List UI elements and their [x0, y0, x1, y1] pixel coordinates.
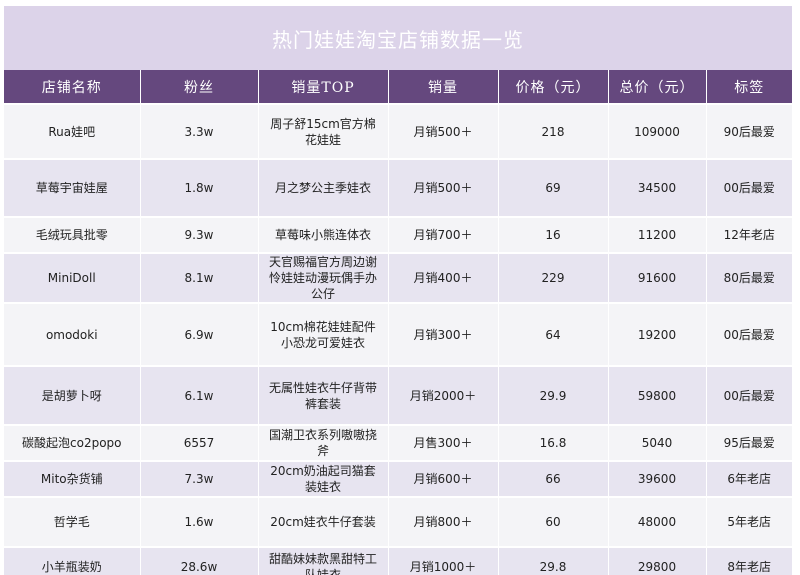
- shop-data-table: 店铺名称 粉丝 销量TOP 销量 价格（元） 总价（元） 标签 Rua娃吧 3.…: [4, 70, 792, 575]
- cell-shop[interactable]: 哲学毛: [4, 496, 141, 547]
- column-header-top-product[interactable]: 销量TOP: [258, 70, 389, 104]
- cell-shop[interactable]: 小羊瓶装奶: [4, 546, 141, 575]
- cell-tag[interactable]: 95后最爱: [706, 424, 792, 461]
- cell-total[interactable]: 91600: [608, 252, 707, 303]
- cell-price[interactable]: 60: [498, 496, 609, 547]
- cell-price[interactable]: 29.8: [498, 546, 609, 575]
- cell-top-product[interactable]: 20cm奶油起司猫套装娃衣: [258, 460, 389, 497]
- cell-sales[interactable]: 月销1000＋: [388, 546, 499, 575]
- column-header-price[interactable]: 价格（元）: [498, 70, 609, 104]
- cell-price[interactable]: 69: [498, 158, 609, 217]
- cell-fans[interactable]: 7.3w: [140, 460, 259, 497]
- cell-total[interactable]: 11200: [608, 216, 707, 253]
- cell-top-product[interactable]: 20cm娃衣牛仔套装: [258, 496, 389, 547]
- table-header-row: 店铺名称 粉丝 销量TOP 销量 价格（元） 总价（元） 标签: [4, 70, 792, 104]
- cell-tag[interactable]: 00后最爱: [706, 158, 792, 217]
- table-row: Mito杂货铺 7.3w 20cm奶油起司猫套装娃衣 月销600＋ 66 396…: [4, 460, 792, 497]
- cell-sales[interactable]: 月销500＋: [388, 103, 499, 159]
- column-header-tag[interactable]: 标签: [706, 70, 792, 104]
- cell-fans[interactable]: 8.1w: [140, 252, 259, 303]
- cell-fans[interactable]: 6.1w: [140, 365, 259, 425]
- cell-fans[interactable]: 9.3w: [140, 216, 259, 253]
- cell-sales[interactable]: 月售300＋: [388, 424, 499, 461]
- cell-price[interactable]: 29.9: [498, 365, 609, 425]
- cell-tag[interactable]: 5年老店: [706, 496, 792, 547]
- cell-sales[interactable]: 月销700＋: [388, 216, 499, 253]
- column-header-fans[interactable]: 粉丝: [140, 70, 259, 104]
- column-header-total[interactable]: 总价（元）: [608, 70, 707, 104]
- column-header-sales[interactable]: 销量: [388, 70, 499, 104]
- page-title: 热门娃娃淘宝店铺数据一览: [272, 27, 524, 52]
- cell-total[interactable]: 48000: [608, 496, 707, 547]
- cell-price[interactable]: 16: [498, 216, 609, 253]
- cell-price[interactable]: 218: [498, 103, 609, 159]
- cell-shop[interactable]: 碳酸起泡co2popo: [4, 424, 141, 461]
- table-row: MiniDoll 8.1w 天官赐福官方周边谢怜娃娃动漫玩偶手办公仔 月销400…: [4, 252, 792, 303]
- cell-sales[interactable]: 月销800＋: [388, 496, 499, 547]
- cell-top-product[interactable]: 天官赐福官方周边谢怜娃娃动漫玩偶手办公仔: [258, 252, 389, 303]
- cell-tag[interactable]: 00后最爱: [706, 302, 792, 366]
- cell-price[interactable]: 66: [498, 460, 609, 497]
- table-row: Rua娃吧 3.3w 周子舒15cm官方棉花娃娃 月销500＋ 218 1090…: [4, 103, 792, 159]
- cell-top-product[interactable]: 无属性娃衣牛仔背带裤套装: [258, 365, 389, 425]
- cell-shop[interactable]: 毛绒玩具批零: [4, 216, 141, 253]
- cell-price[interactable]: 229: [498, 252, 609, 303]
- table-row: 是胡萝卜呀 6.1w 无属性娃衣牛仔背带裤套装 月销2000＋ 29.9 598…: [4, 365, 792, 425]
- cell-tag[interactable]: 12年老店: [706, 216, 792, 253]
- cell-tag[interactable]: 8年老店: [706, 546, 792, 575]
- cell-shop[interactable]: 草莓宇宙娃屋: [4, 158, 141, 217]
- cell-price[interactable]: 64: [498, 302, 609, 366]
- cell-total[interactable]: 59800: [608, 365, 707, 425]
- cell-fans[interactable]: 28.6w: [140, 546, 259, 575]
- cell-fans[interactable]: 6.9w: [140, 302, 259, 366]
- cell-top-product[interactable]: 月之梦公主季娃衣: [258, 158, 389, 217]
- cell-tag[interactable]: 6年老店: [706, 460, 792, 497]
- cell-shop[interactable]: Mito杂货铺: [4, 460, 141, 497]
- cell-total[interactable]: 29800: [608, 546, 707, 575]
- cell-sales[interactable]: 月销300＋: [388, 302, 499, 366]
- cell-shop[interactable]: Rua娃吧: [4, 103, 141, 159]
- table-row: omodoki 6.9w 10cm棉花娃娃配件小恐龙可爱娃衣 月销300＋ 64…: [4, 302, 792, 366]
- cell-top-product[interactable]: 草莓味小熊连体衣: [258, 216, 389, 253]
- cell-shop[interactable]: omodoki: [4, 302, 141, 366]
- table-row: 碳酸起泡co2popo 6557 国潮卫衣系列嗷嗷挠斧 月售300＋ 16.8 …: [4, 424, 792, 461]
- cell-fans[interactable]: 6557: [140, 424, 259, 461]
- table-row: 毛绒玩具批零 9.3w 草莓味小熊连体衣 月销700＋ 16 11200 12年…: [4, 216, 792, 253]
- cell-total[interactable]: 5040: [608, 424, 707, 461]
- cell-fans[interactable]: 3.3w: [140, 103, 259, 159]
- cell-sales[interactable]: 月销400＋: [388, 252, 499, 303]
- cell-top-product[interactable]: 国潮卫衣系列嗷嗷挠斧: [258, 424, 389, 461]
- table-row: 哲学毛 1.6w 20cm娃衣牛仔套装 月销800＋ 60 48000 5年老店: [4, 496, 792, 547]
- table-row: 草莓宇宙娃屋 1.8w 月之梦公主季娃衣 月销500＋ 69 34500 00后…: [4, 158, 792, 217]
- cell-fans[interactable]: 1.6w: [140, 496, 259, 547]
- title-banner: 热门娃娃淘宝店铺数据一览: [4, 6, 792, 70]
- cell-sales[interactable]: 月销2000＋: [388, 365, 499, 425]
- cell-top-product[interactable]: 10cm棉花娃娃配件小恐龙可爱娃衣: [258, 302, 389, 366]
- cell-top-product[interactable]: 周子舒15cm官方棉花娃娃: [258, 103, 389, 159]
- cell-total[interactable]: 109000: [608, 103, 707, 159]
- cell-total[interactable]: 39600: [608, 460, 707, 497]
- cell-sales[interactable]: 月销600＋: [388, 460, 499, 497]
- cell-fans[interactable]: 1.8w: [140, 158, 259, 217]
- cell-total[interactable]: 34500: [608, 158, 707, 217]
- cell-tag[interactable]: 90后最爱: [706, 103, 792, 159]
- cell-price[interactable]: 16.8: [498, 424, 609, 461]
- table-row: 小羊瓶装奶 28.6w 甜酷妹妹款黑甜特工队娃衣 月销1000＋ 29.8 29…: [4, 546, 792, 575]
- cell-total[interactable]: 19200: [608, 302, 707, 366]
- column-header-shop[interactable]: 店铺名称: [4, 70, 141, 104]
- cell-tag[interactable]: 00后最爱: [706, 365, 792, 425]
- cell-shop[interactable]: MiniDoll: [4, 252, 141, 303]
- cell-tag[interactable]: 80后最爱: [706, 252, 792, 303]
- cell-sales[interactable]: 月销500＋: [388, 158, 499, 217]
- cell-shop[interactable]: 是胡萝卜呀: [4, 365, 141, 425]
- cell-top-product[interactable]: 甜酷妹妹款黑甜特工队娃衣: [258, 546, 389, 575]
